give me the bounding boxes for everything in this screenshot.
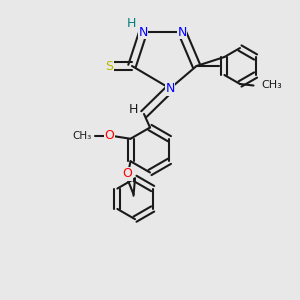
- Text: O: O: [105, 129, 115, 142]
- Text: CH₃: CH₃: [261, 80, 282, 91]
- Text: N: N: [138, 26, 148, 39]
- Text: O: O: [123, 167, 133, 180]
- Text: H: H: [129, 103, 138, 116]
- Text: N: N: [177, 26, 187, 39]
- Text: N: N: [165, 82, 175, 95]
- Text: S: S: [106, 59, 113, 73]
- Text: CH₃: CH₃: [72, 131, 92, 141]
- Text: H: H: [126, 16, 136, 30]
